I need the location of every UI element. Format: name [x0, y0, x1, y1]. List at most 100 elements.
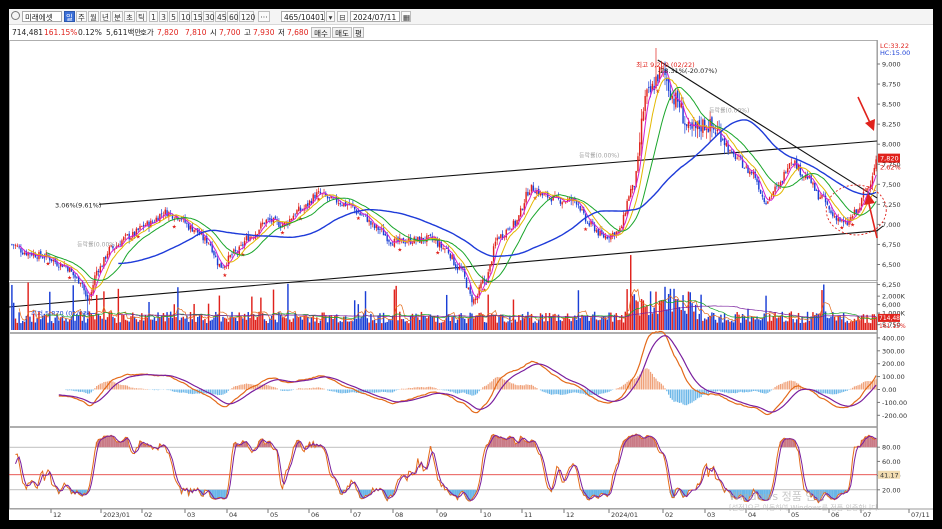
candle-body [752, 172, 755, 175]
volume-bar [658, 300, 661, 330]
interval-button[interactable]: 10 [179, 11, 191, 22]
volume-bar [88, 311, 91, 330]
candle-body [552, 195, 554, 201]
volume-bar [462, 317, 464, 330]
calendar-icon[interactable]: ▦ [401, 11, 411, 22]
open-label: 시 [210, 28, 217, 37]
period-tab[interactable]: 월 [88, 11, 99, 22]
candle-body [211, 243, 213, 253]
volume-bar [119, 322, 121, 330]
period-tab[interactable]: 분 [112, 11, 123, 22]
candle-body [658, 67, 661, 80]
interval-button[interactable]: 5 [169, 11, 178, 22]
volume-bar [611, 321, 614, 330]
candle-body [509, 228, 511, 230]
volume-bar [305, 315, 307, 330]
volume-bar [56, 314, 58, 330]
volume-bar [187, 321, 190, 330]
volume-bar [175, 317, 177, 330]
price-axis-label: 6,500 [882, 261, 901, 269]
volume-bar [399, 311, 401, 330]
stock-name-input[interactable]: 미래에셋증 [22, 11, 62, 33]
interval-button[interactable]: 15 [191, 11, 203, 22]
date-input[interactable]: 2024/07/11 [350, 11, 400, 22]
candle-body [272, 217, 275, 224]
x-axis-label: 06 [311, 511, 319, 519]
candle-body [207, 242, 210, 244]
candle-body [855, 209, 857, 213]
candle-body [11, 244, 13, 246]
magnifier-icon[interactable] [11, 11, 20, 20]
volume-bar [240, 316, 242, 330]
volume-bar [23, 321, 26, 330]
candle-body [366, 214, 369, 222]
volume-bar [72, 285, 74, 330]
candle-body [619, 228, 621, 232]
candle-body [231, 254, 233, 256]
candle-body [343, 202, 345, 207]
dropdown-arrow-icon[interactable]: ▾ [326, 11, 335, 22]
sell-button[interactable]: 매도 [332, 27, 352, 38]
period-tab[interactable]: 초 [124, 11, 135, 22]
volume-bar [548, 312, 551, 330]
volume-bar [85, 322, 87, 330]
candle-body [613, 232, 616, 237]
candle-body [175, 215, 177, 218]
price-axis-label: 6,250 [882, 281, 901, 289]
candle-body [290, 218, 293, 221]
volume-bar [711, 312, 713, 330]
candle-body [254, 234, 257, 239]
period-tab[interactable]: 주 [76, 11, 87, 22]
volume-bar [173, 304, 175, 330]
flat-button[interactable]: 평 [353, 27, 364, 38]
change-pct-value: 161.15% [44, 28, 78, 37]
volume-bar [559, 320, 562, 330]
volume-bar [132, 312, 134, 330]
candle-body [447, 249, 450, 254]
volume-bar [731, 320, 733, 330]
candle-body [52, 259, 55, 262]
x-axis-label: 07 [353, 511, 361, 519]
interval-button[interactable]: 45 [215, 11, 227, 22]
volume-bar [162, 313, 165, 330]
buy-button[interactable]: 매수 [311, 27, 331, 38]
watermark-line1: Windows 정품 인증 [729, 490, 826, 503]
interval-button[interactable]: 3 [159, 11, 168, 22]
volume-bar [648, 315, 650, 330]
period-tab[interactable]: 일 [64, 11, 75, 22]
volume-bar [186, 315, 188, 330]
volume-bar [860, 315, 863, 330]
volume-bar [671, 311, 673, 330]
volume-bar [859, 320, 861, 330]
more-intervals-button[interactable]: ··· [258, 11, 270, 22]
candle-body [20, 248, 22, 253]
data-count-input[interactable]: 465/10401 [281, 11, 325, 22]
candle-body [222, 267, 224, 269]
volume-bar [204, 318, 206, 330]
volume-bar [164, 321, 166, 330]
volume-bar [308, 322, 311, 330]
interval-button[interactable]: 120 [239, 11, 256, 22]
period-tab[interactable]: 틱 [136, 11, 147, 22]
interval-button[interactable]: 60 [227, 11, 239, 22]
candle-body [455, 264, 457, 269]
candle-body [734, 153, 737, 160]
volume-bar [826, 317, 829, 330]
candle-body [869, 184, 872, 189]
price-axis-label: 8,250 [882, 121, 901, 129]
candle-body [630, 188, 632, 198]
candle-body [126, 234, 129, 236]
stock-chart[interactable]: 9,000 8,750 8,500 8,250 8,000 7,750 7,500 7,250… [9, 40, 933, 520]
volume-bar [637, 301, 639, 330]
candle-body [332, 197, 334, 199]
candle-body [673, 98, 675, 105]
interval-button[interactable]: 1 [149, 11, 158, 22]
candle-body [487, 272, 489, 284]
volume-bar [830, 316, 832, 330]
candle-body [314, 194, 316, 199]
compare-icon[interactable]: ⊟ [337, 11, 348, 22]
period-tab[interactable]: 년 [100, 11, 111, 22]
interval-button[interactable]: 30 [203, 11, 215, 22]
candle-body [155, 217, 157, 222]
candle-body [606, 236, 608, 239]
